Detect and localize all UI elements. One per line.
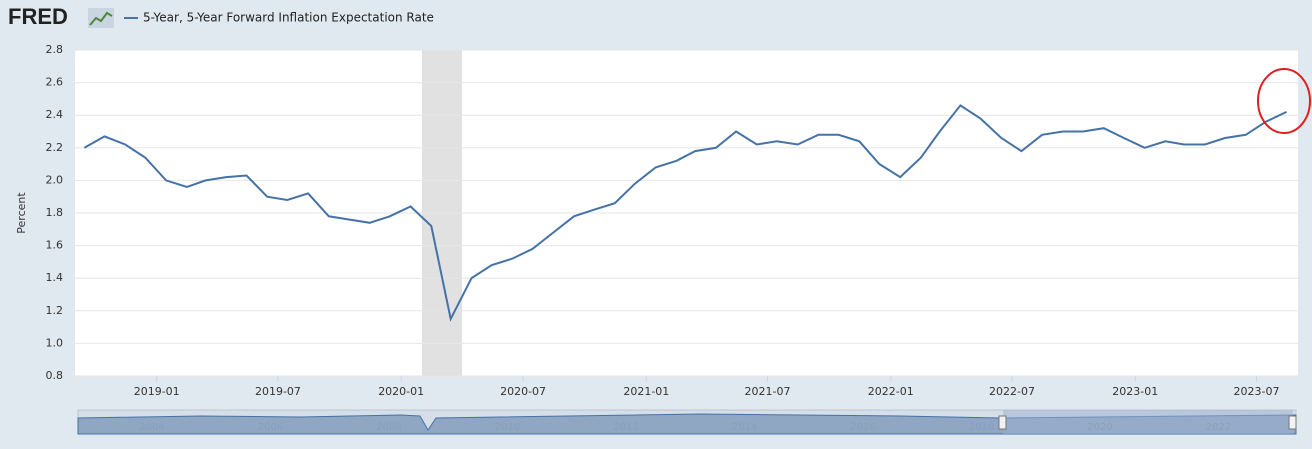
x-tick-label: 2020-01: [378, 385, 424, 398]
y-tick-label: 2.2: [46, 141, 64, 154]
x-tick-label: 2020-07: [500, 385, 546, 398]
y-tick-label: 2.4: [46, 108, 64, 121]
navigator[interactable]: [77, 409, 1297, 435]
data-line: [83, 104, 1288, 322]
logo-icon: [88, 8, 114, 28]
highlight-circle: [1257, 68, 1311, 134]
logo[interactable]: FRED: [8, 4, 68, 29]
x-tick-label: 2022-07: [989, 385, 1035, 398]
x-tick-label: 2023-07: [1233, 385, 1279, 398]
navigator-label: 2006: [258, 422, 283, 433]
y-tick-label: 1.2: [46, 304, 64, 317]
x-tick-label: 2019-07: [255, 385, 301, 398]
legend-label: 5-Year, 5-Year Forward Inflation Expecta…: [143, 11, 434, 25]
y-tick-label: 1.6: [46, 239, 64, 252]
navigator-label: 2016: [850, 422, 875, 433]
x-tick-label: 2021-07: [745, 385, 791, 398]
y-tick-label: 2.0: [46, 173, 64, 186]
navigator-label: 2004: [139, 422, 164, 433]
y-tick-label: 1.0: [46, 336, 64, 349]
x-tick-label: 2019-01: [134, 385, 180, 398]
y-tick-label: 1.4: [46, 271, 64, 284]
y-tick-label: 0.8: [46, 369, 64, 382]
navigator-label: 2020: [1087, 422, 1112, 433]
navigator-label: 2010: [495, 422, 520, 433]
navigator-label: 2018: [969, 422, 994, 433]
x-tick-label: 2023-01: [1112, 385, 1158, 398]
x-tick-label: 2021-01: [623, 385, 669, 398]
navigator-label: 2008: [376, 422, 401, 433]
navigator-label: 2014: [732, 422, 757, 433]
y-tick-label: 2.6: [46, 76, 64, 89]
y-tick-label: 1.8: [46, 206, 64, 219]
navigator-label: 2012: [613, 422, 638, 433]
navigator-label: 2022: [1206, 422, 1231, 433]
y-axis-label: Percent: [15, 192, 28, 234]
x-tick-label: 2022-01: [868, 385, 914, 398]
y-tick-label: 2.8: [46, 43, 64, 56]
